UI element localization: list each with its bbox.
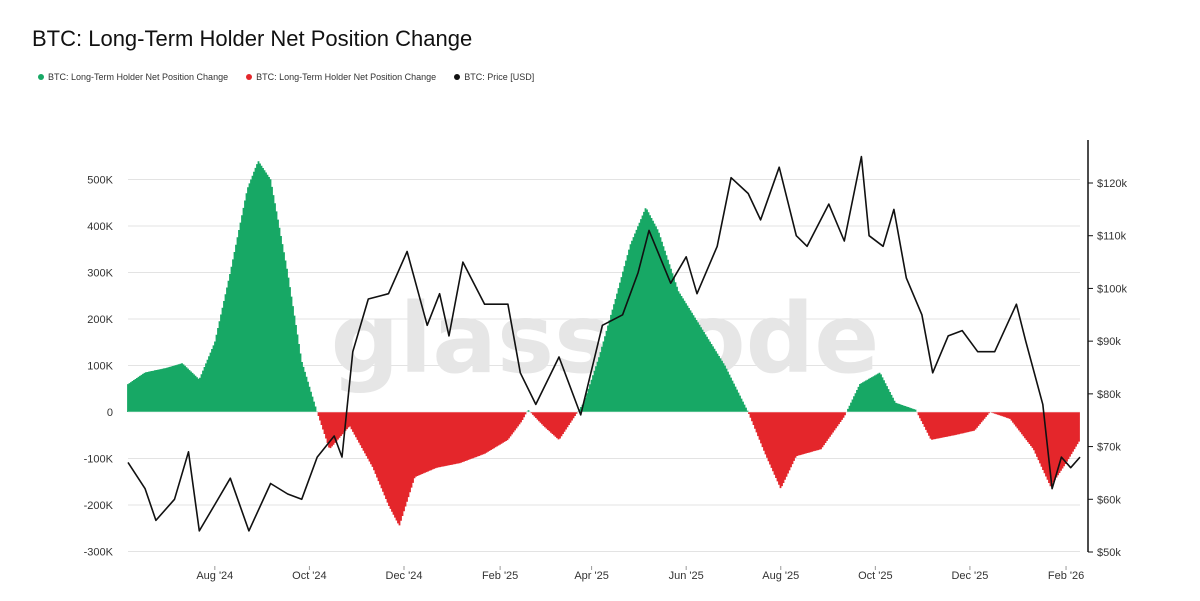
y-left-tick: -100K [84, 454, 114, 466]
y-right-tick: $90k [1097, 336, 1121, 348]
y-left-tick: 0 [107, 407, 113, 419]
x-tick: Oct '24 [292, 570, 327, 582]
x-tick: Feb '26 [1048, 570, 1084, 582]
legend: BTC: Long-Term Holder Net Position Chang… [38, 72, 534, 82]
y-right-tick: $70k [1097, 442, 1121, 454]
legend-item-positive: BTC: Long-Term Holder Net Position Chang… [38, 72, 228, 82]
x-tick: Dec '25 [951, 570, 988, 582]
y-left-tick: 100K [87, 361, 113, 373]
y-left-tick: -300K [84, 547, 114, 559]
y-right-tick: $110k [1097, 231, 1127, 243]
y-left-tick: -200K [84, 500, 114, 512]
x-tick: Apr '25 [574, 570, 609, 582]
legend-label-price: BTC: Price [USD] [464, 72, 535, 82]
y-right-tick: $100k [1097, 283, 1127, 295]
y-left-tick: 200K [87, 314, 113, 326]
legend-label-negative: BTC: Long-Term Holder Net Position Chang… [256, 72, 437, 82]
legend-item-price: BTC: Price [USD] [454, 72, 534, 82]
net-position-positive-area [127, 161, 917, 412]
y-left-tick: 400K [87, 221, 113, 233]
y-right-tick: $60k [1097, 494, 1121, 506]
y-right-tick: $50k [1097, 547, 1121, 559]
y-right-tick: $80k [1097, 389, 1121, 401]
x-tick: Jun '25 [669, 570, 704, 582]
legend-label-positive: BTC: Long-Term Holder Net Position Chang… [48, 72, 229, 82]
x-tick: Oct '25 [858, 570, 893, 582]
price-line [127, 155, 1081, 532]
legend-item-negative: BTC: Long-Term Holder Net Position Chang… [246, 72, 436, 82]
legend-swatch-red [246, 74, 253, 80]
legend-swatch-green [38, 74, 44, 80]
y-right-tick: $120k [1097, 178, 1127, 190]
x-tick: Aug '24 [196, 570, 233, 582]
x-tick: Dec '24 [386, 570, 423, 582]
net-position-negative-area [317, 412, 1080, 526]
x-tick: Feb '25 [482, 570, 518, 582]
chart-title: BTC: Long-Term Holder Net Position Chang… [32, 26, 473, 51]
y-left-tick: 500K [87, 175, 113, 187]
legend-swatch-black [454, 74, 461, 80]
x-tick: Aug '25 [762, 570, 799, 582]
y-left-tick: 300K [87, 268, 113, 280]
